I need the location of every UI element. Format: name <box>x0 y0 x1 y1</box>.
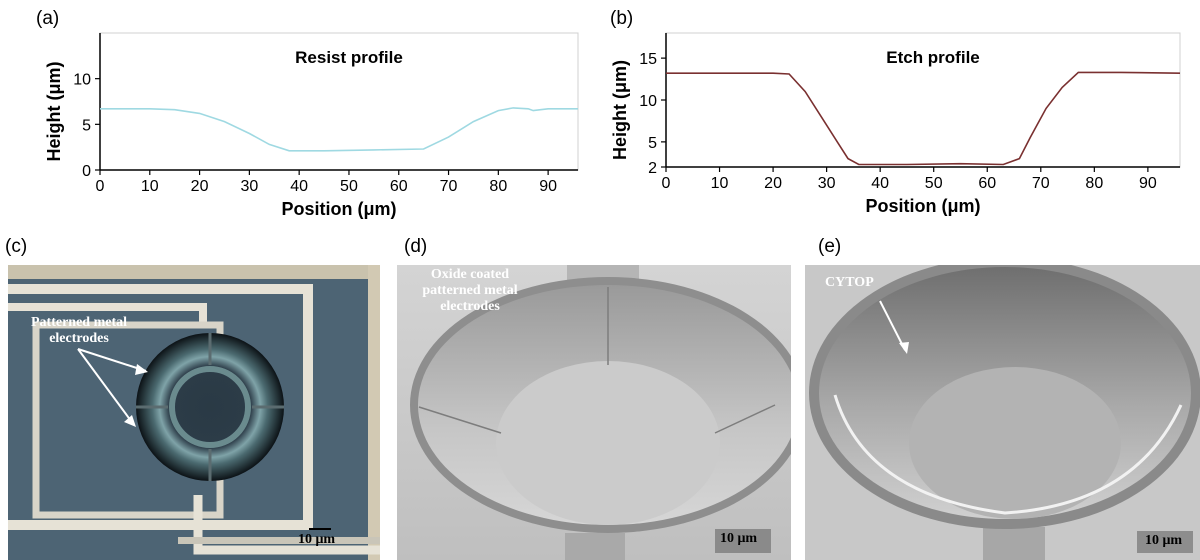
x-tick-label-80: 80 <box>1085 175 1103 192</box>
x-tick-label-10: 10 <box>141 178 159 195</box>
y-tick-label-0: 0 <box>82 163 91 180</box>
x-tick-label-0: 0 <box>662 175 671 192</box>
x-tick-label-10: 10 <box>711 175 729 192</box>
y-axis-label: Height (μm) <box>44 61 64 161</box>
x-axis-label: Position (μm) <box>281 199 396 219</box>
oxide-annotation: Oxide coated patterned metal electrodes <box>422 267 518 315</box>
y-tick-label-10: 10 <box>73 72 91 89</box>
x-axis-label: Position (μm) <box>865 196 980 216</box>
panel-label-b: (b) <box>610 8 634 29</box>
etch-profile-chart: 0 10 20 30 40 50 60 70 80 90 2 5 10 15 Position (μm) He… <box>610 32 1181 216</box>
x-tick-label-30: 30 <box>818 175 836 192</box>
y-tick-label-15: 15 <box>639 51 657 68</box>
panel-label-c: (c) <box>5 236 28 257</box>
x-tick-label-50: 50 <box>925 175 943 192</box>
y-tick-label-5: 5 <box>82 117 91 134</box>
x-tick-label-40: 40 <box>290 178 308 195</box>
series-line-0 <box>666 71 1181 166</box>
panel-label-a: (a) <box>36 8 60 29</box>
sem-image-oxide: Oxide coated patterned metal electrodes … <box>397 265 791 560</box>
panel-label-e: (e) <box>818 236 842 257</box>
y-axis-label: Height (μm) <box>610 60 630 160</box>
chart-title: Etch profile <box>886 48 980 67</box>
x-tick-label-30: 30 <box>240 178 258 195</box>
y-tick-label-2: 2 <box>648 160 657 177</box>
plot-area <box>99 32 579 171</box>
cytop-annotation: CYTOP <box>825 275 874 290</box>
sem-cytop-drawing <box>805 265 1200 560</box>
plot-area <box>665 32 1181 168</box>
x-tick-label-20: 20 <box>191 178 209 195</box>
x-tick-label-60: 60 <box>978 175 996 192</box>
panel-label-d: (d) <box>404 236 428 257</box>
x-tick-label-60: 60 <box>390 178 408 195</box>
scale-bar-label-e: 10 μm <box>1145 533 1183 548</box>
sem-oxide-drawing <box>397 265 791 560</box>
x-tick-label-20: 20 <box>764 175 782 192</box>
chart-title: Resist profile <box>295 48 403 67</box>
y-tick-label-10: 10 <box>639 93 657 110</box>
optical-micrograph-drawing <box>8 265 380 560</box>
electrodes-annotation: Patterned metal electrodes <box>30 315 128 347</box>
x-tick-label-90: 90 <box>539 178 557 195</box>
scale-bar-label-c: 10 μm <box>298 532 336 547</box>
sem-image-cytop: CYTOP 10 μm <box>805 265 1200 560</box>
resist-profile-chart: 0 10 20 30 40 50 60 70 80 90 0 5 10 Position (μm) Heig… <box>44 32 579 219</box>
series-line-0 <box>100 107 578 152</box>
optical-micrograph: Patterned metal electrodes 10 μm <box>8 265 380 560</box>
x-tick-label-80: 80 <box>489 178 507 195</box>
x-tick-label-40: 40 <box>871 175 889 192</box>
scale-bar-label-d: 10 μm <box>720 531 758 546</box>
x-tick-label-70: 70 <box>1032 175 1050 192</box>
x-tick-label-90: 90 <box>1139 175 1157 192</box>
x-tick-label-50: 50 <box>340 178 358 195</box>
y-tick-label-5: 5 <box>648 135 657 152</box>
x-tick-label-0: 0 <box>96 178 105 195</box>
x-tick-label-70: 70 <box>440 178 458 195</box>
